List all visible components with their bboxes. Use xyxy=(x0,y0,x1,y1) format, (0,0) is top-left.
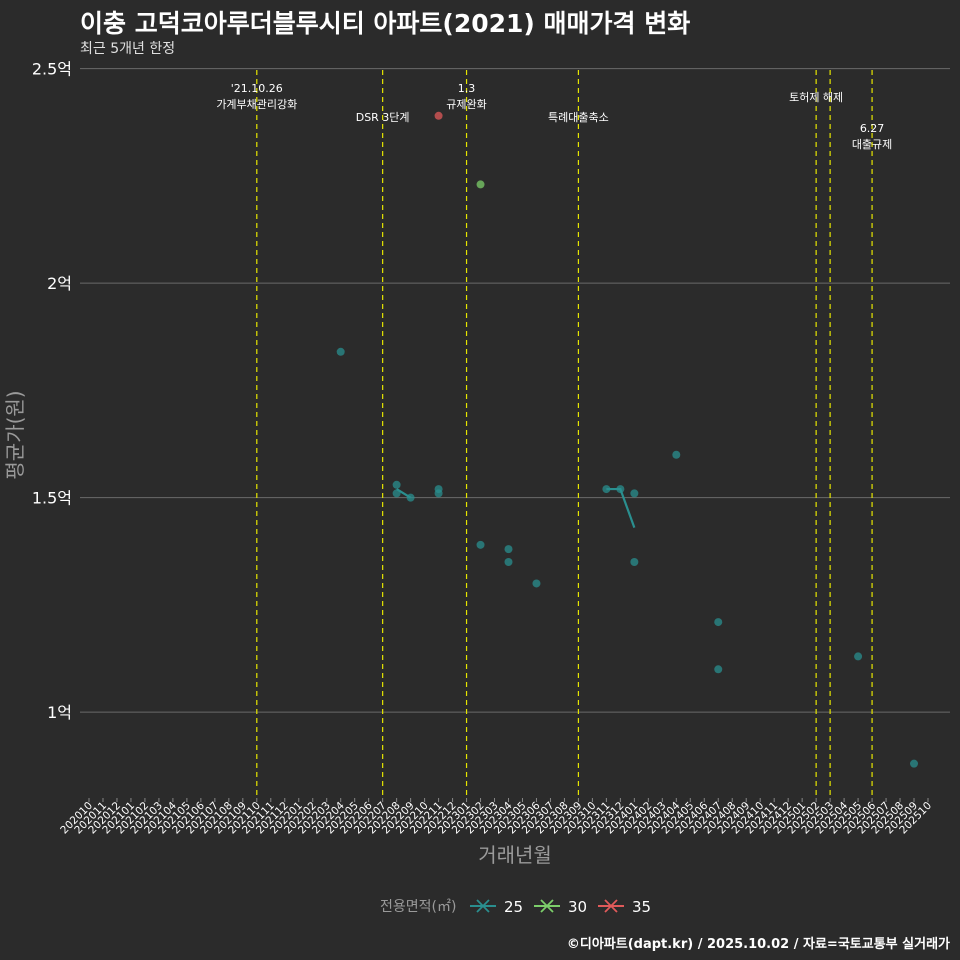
data-point-25 xyxy=(336,347,345,356)
policy-lines xyxy=(256,70,873,798)
legend-marker-35 xyxy=(604,899,618,913)
footer-credit: ©디아파트(dapt.kr) / 2025.10.02 / 자료=국토교통부 실… xyxy=(566,937,950,952)
data-points xyxy=(336,111,919,768)
legend: 전용면적(㎡) 25 30 35 xyxy=(380,898,651,916)
data-point-30 xyxy=(476,180,485,189)
data-point-25 xyxy=(532,579,541,588)
policy-annotation: 특례대출축소 xyxy=(548,111,609,124)
policy-annotation: 가계부채관리강화 xyxy=(216,98,297,111)
legend-marker-30 xyxy=(540,899,554,913)
y-axis-ticks: 1억 1.5억 2억 2.5억 xyxy=(32,60,72,723)
x-axis-title: 거래년월 xyxy=(478,843,552,867)
data-point-25 xyxy=(910,759,919,768)
data-point-25 xyxy=(630,489,639,498)
data-point-25 xyxy=(504,558,513,567)
policy-annotation: 대출규제 xyxy=(852,138,892,151)
data-point-25 xyxy=(392,480,401,489)
data-point-25 xyxy=(714,665,723,674)
legend-label-25: 25 xyxy=(504,898,523,916)
chart-title: 이충 고덕코아루더블루시티 아파트(2021) 매매가격 변화 xyxy=(80,9,691,38)
policy-annotation: '21.10.26 xyxy=(231,82,283,95)
y-axis-title: 평균가(원) xyxy=(3,390,27,479)
chart-subtitle: 최근 5개년 한정 xyxy=(80,41,176,57)
data-point-25 xyxy=(854,652,863,661)
legend-title: 전용면적(㎡) xyxy=(380,899,456,915)
policy-annotation: 1.3 xyxy=(458,82,476,95)
y-tick-label: 2억 xyxy=(47,274,72,293)
data-point-25 xyxy=(616,485,625,494)
data-point-25 xyxy=(504,545,513,554)
series-line-25 xyxy=(606,487,636,529)
legend-label-30: 30 xyxy=(568,898,587,916)
policy-annotation: 6.27 xyxy=(860,122,885,135)
gridlines xyxy=(80,68,950,713)
legend-marker-25 xyxy=(476,899,490,913)
legend-label-35: 35 xyxy=(632,898,651,916)
series-lines xyxy=(396,487,636,529)
data-point-25 xyxy=(602,485,611,494)
x-axis-ticks: 2020102020112020122021012021022021032021… xyxy=(58,798,934,836)
policy-annotation: DSR 3단계 xyxy=(356,111,410,124)
data-point-25 xyxy=(406,493,415,502)
y-tick-label: 1.5억 xyxy=(32,489,72,508)
data-point-25 xyxy=(630,558,639,567)
data-point-25 xyxy=(434,489,443,498)
y-tick-label: 2.5억 xyxy=(32,60,72,79)
data-point-35 xyxy=(434,111,443,120)
data-point-25 xyxy=(672,450,681,459)
data-point-25 xyxy=(476,540,485,549)
y-tick-label: 1억 xyxy=(47,703,72,722)
data-point-25 xyxy=(392,489,401,498)
policy-annotation: 규제완화 xyxy=(446,98,486,111)
policy-annotation: 토허제 해제 xyxy=(789,90,843,104)
data-point-25 xyxy=(714,618,723,627)
